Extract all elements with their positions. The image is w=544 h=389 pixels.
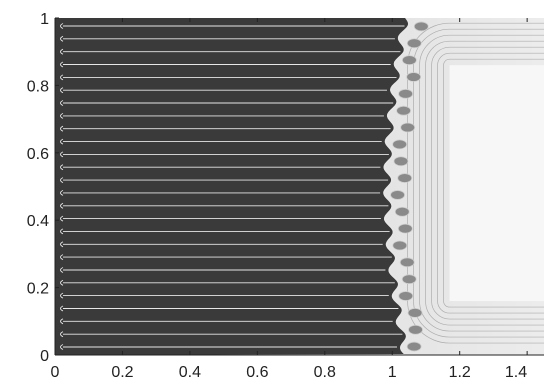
finger-lobe <box>401 274 417 285</box>
y-tick-label: 0.8 <box>27 78 49 95</box>
x-tick-label: 0.4 <box>179 364 201 381</box>
contour-ring <box>425 40 544 326</box>
contour-ring <box>407 22 544 344</box>
stripe-cap <box>60 202 64 209</box>
stripe-cap <box>60 241 64 248</box>
stripe-cap <box>60 100 64 106</box>
stripe-cap <box>60 138 64 145</box>
x-tick-label: 1.4 <box>505 364 527 381</box>
finger-lobe <box>407 307 423 318</box>
x-tick-label: 0.2 <box>111 364 133 381</box>
finger-lobe <box>398 291 414 301</box>
stripe-cap <box>60 151 64 158</box>
stripe-cap <box>60 267 64 273</box>
stripe-cap <box>60 254 64 261</box>
finger-lobe <box>406 38 422 49</box>
stripe-cap <box>60 74 64 81</box>
finger-lobe <box>392 139 408 150</box>
finger-lobe <box>399 257 415 268</box>
stripe-cap <box>60 331 64 338</box>
stripe-cap <box>60 318 64 325</box>
x-tick-label: 0 <box>51 364 60 381</box>
stripe-cap <box>60 189 64 196</box>
stripe-cap <box>60 228 64 235</box>
stripe-cap <box>60 215 64 222</box>
stripe-cap <box>60 23 64 29</box>
y-tick-label: 1 <box>40 11 49 28</box>
front-contour <box>383 18 410 355</box>
x-tick-label: 1 <box>388 364 397 381</box>
finger-lobe <box>408 324 423 335</box>
dark-region <box>55 18 409 355</box>
finger-lobe <box>393 156 409 167</box>
stripe-cap <box>60 87 64 94</box>
finger-lobe <box>398 88 413 99</box>
finger-lobe <box>396 105 412 116</box>
contour-ring <box>437 52 544 314</box>
stripe-cap <box>60 177 64 184</box>
stripe-cap <box>60 279 64 286</box>
contour-ring <box>431 46 544 320</box>
contour-ring <box>413 28 544 338</box>
finger-lobe <box>397 223 413 234</box>
x-tick-label: 0.6 <box>246 364 268 381</box>
inner-region <box>449 65 544 302</box>
finger-lobe <box>413 21 429 32</box>
y-tick-label: 0.4 <box>27 213 49 230</box>
stripe-cap <box>60 305 64 312</box>
stripe-cap <box>60 61 64 68</box>
y-tick-label: 0 <box>40 348 49 365</box>
stripe-cap <box>60 344 64 350</box>
contour-ring <box>443 58 544 308</box>
finger-lobe <box>401 55 417 66</box>
finger-lobe <box>392 240 408 251</box>
stripe-cap <box>60 292 64 299</box>
y-tick-label: 0.2 <box>27 281 49 298</box>
stripe-cap <box>60 125 64 132</box>
finger-lobe <box>394 206 410 217</box>
stripe-cap <box>60 164 64 171</box>
stripe-cap <box>60 35 64 42</box>
finger-lobe <box>390 190 405 200</box>
stripe-cap <box>60 112 64 119</box>
finger-lobe <box>400 122 416 133</box>
x-tick-label: 1.2 <box>449 364 471 381</box>
finger-lobe <box>397 173 413 183</box>
y-tick-label: 0.6 <box>27 146 49 163</box>
plot-area <box>55 18 544 355</box>
contour-ring <box>419 34 544 332</box>
axes: 0 0.2 0.4 0.6 0.8 1 1.2 1.4 0 0.2 0.4 0.6 0.8 1 <box>27 11 544 381</box>
stripe-cap <box>60 48 64 55</box>
finger-lobe <box>406 341 422 352</box>
x-tick-label: 0.8 <box>314 364 336 381</box>
finger-lobe <box>406 72 422 82</box>
